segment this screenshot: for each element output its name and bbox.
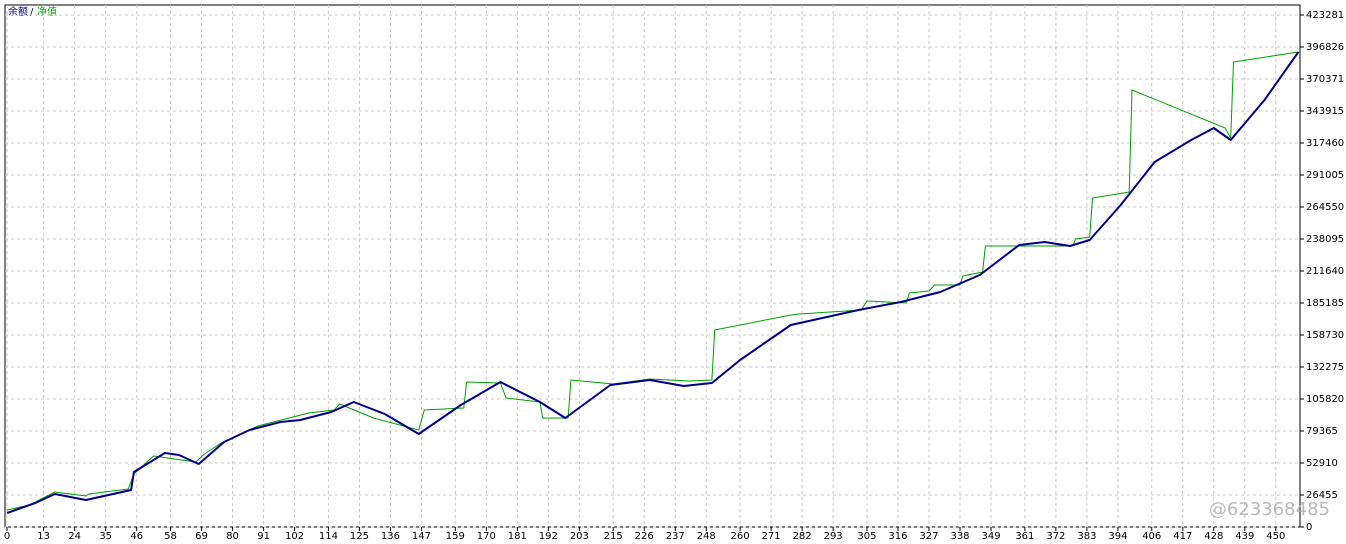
x-tick-label: 102 (285, 531, 304, 542)
x-tick-label: 215 (604, 531, 623, 542)
x-tick-label: 46 (130, 531, 143, 542)
x-tick-label: 170 (477, 531, 496, 542)
x-tick-label: 0 (4, 531, 10, 542)
y-tick-label: 52910 (1306, 458, 1338, 469)
x-tick-label: 147 (412, 531, 431, 542)
x-tick-label: 136 (381, 531, 400, 542)
x-tick-label: 91 (257, 531, 270, 542)
y-tick-label: 396826 (1306, 42, 1344, 53)
y-tick-label: 343915 (1306, 106, 1344, 117)
x-tick-label: 406 (1142, 531, 1161, 542)
x-tick-label: 260 (731, 531, 750, 542)
x-tick-label: 271 (762, 531, 781, 542)
y-tick-label: 26455 (1306, 490, 1338, 501)
y-tick-label: 423281 (1306, 10, 1344, 21)
y-tick-label: 291005 (1306, 170, 1344, 181)
x-tick-label: 181 (508, 531, 527, 542)
y-tick-label: 0 (1306, 522, 1312, 533)
series-line (6, 51, 1300, 514)
x-tick-label: 450 (1266, 531, 1285, 542)
x-tick-label: 248 (697, 531, 716, 542)
y-tick-label: 211640 (1306, 266, 1344, 277)
legend-equity: 净值 (37, 5, 57, 18)
y-tick-label: 79365 (1306, 426, 1338, 437)
x-tick-label: 305 (857, 531, 876, 542)
y-tick-label: 370371 (1306, 74, 1344, 85)
x-tick-label: 35 (99, 531, 112, 542)
x-tick-label: 203 (570, 531, 589, 542)
watermark: @623368485 (1209, 499, 1330, 520)
y-tick-label: 317460 (1306, 138, 1344, 149)
x-tick-label: 361 (1015, 531, 1034, 542)
x-tick-label: 192 (539, 531, 558, 542)
x-tick-label: 372 (1046, 531, 1065, 542)
x-tick-label: 159 (446, 531, 465, 542)
x-tick-label: 226 (635, 531, 654, 542)
x-tick-label: 394 (1108, 531, 1127, 542)
x-tick-label: 114 (319, 531, 338, 542)
y-tick-label: 264550 (1306, 202, 1344, 213)
x-tick-label: 293 (824, 531, 843, 542)
x-tick-label: 417 (1173, 531, 1192, 542)
x-tick-label: 237 (666, 531, 685, 542)
x-tick-label: 80 (226, 531, 239, 542)
y-tick-label: 238095 (1306, 234, 1344, 245)
y-tick-label: 132275 (1306, 362, 1344, 373)
x-tick-label: 24 (68, 531, 81, 542)
y-tick-label: 105820 (1306, 394, 1344, 405)
x-tick-label: 338 (950, 531, 969, 542)
x-tick-label: 13 (37, 531, 50, 542)
legend-balance: 余额 (8, 5, 28, 18)
x-tick-label: 282 (793, 531, 812, 542)
y-tick-label: 158730 (1306, 330, 1344, 341)
x-tick-label: 58 (164, 531, 177, 542)
x-tick-label: 69 (195, 531, 208, 542)
x-tick-label: 439 (1235, 531, 1254, 542)
x-tick-label: 349 (981, 531, 1000, 542)
plot-frame (4, 4, 1301, 528)
x-tick-label: 327 (919, 531, 938, 542)
x-tick-label: 125 (350, 531, 369, 542)
legend-separator: / (30, 7, 34, 18)
x-tick-label: 383 (1077, 531, 1096, 542)
x-tick-label: 428 (1204, 531, 1223, 542)
y-tick-label: 185185 (1306, 298, 1344, 309)
x-tick-label: 316 (888, 531, 907, 542)
